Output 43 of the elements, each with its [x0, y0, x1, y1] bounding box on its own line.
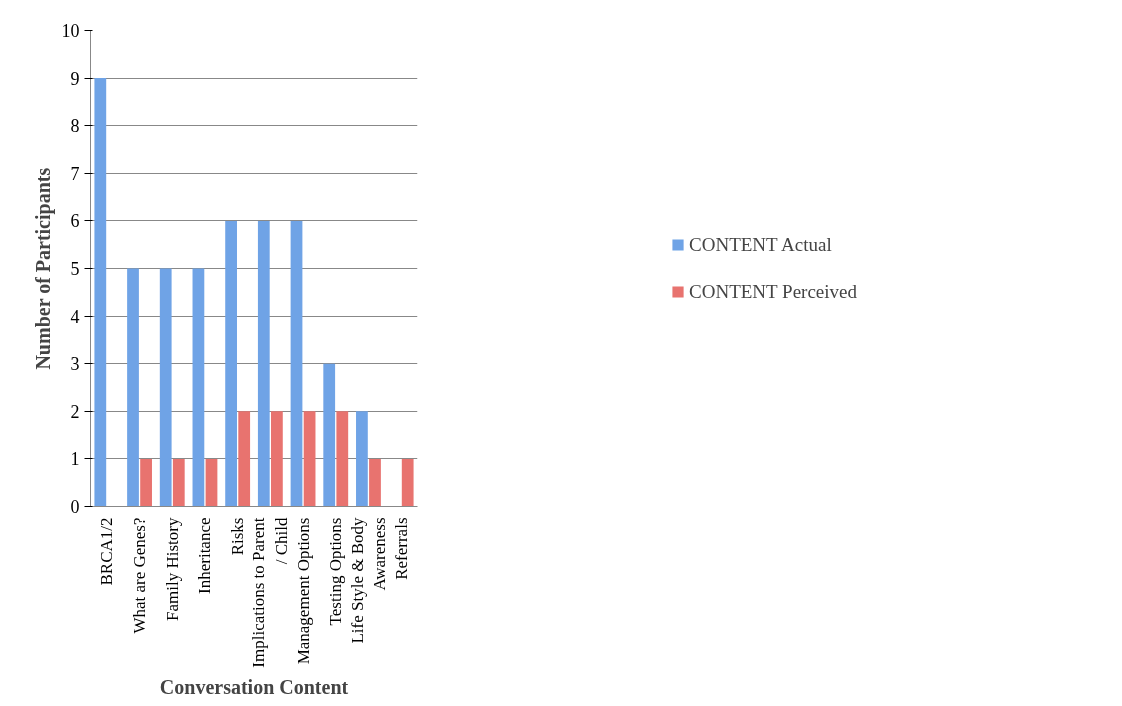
x-tick-label: Family History [162, 517, 182, 621]
y-tick-label: 6 [70, 211, 80, 232]
legend-label: CONTENT Perceived [689, 280, 857, 303]
bar [192, 268, 205, 507]
bar [323, 363, 336, 507]
y-tick-label: 0 [70, 497, 80, 517]
bar [401, 458, 414, 507]
bar [172, 458, 185, 507]
bar [369, 458, 381, 507]
x-tick-label: BRCA1/2 [97, 517, 117, 586]
bar [140, 458, 152, 507]
x-tick-label: Life Style & Body Awareness [347, 517, 390, 644]
y-tick-label: 10 [61, 21, 80, 41]
y-tick-label: 8 [70, 116, 80, 137]
x-axis-title: Conversation Content [159, 675, 349, 698]
bar [303, 411, 316, 507]
bar [271, 411, 283, 507]
x-tick-label: Inheritance [195, 517, 215, 594]
y-tick-label: 5 [70, 259, 80, 279]
bar [356, 411, 368, 507]
bar [257, 220, 270, 507]
x-tick-label: What are Genes? [130, 517, 150, 634]
legend-label: CONTENT Actual [689, 233, 832, 256]
y-tick-label: 4 [70, 306, 80, 327]
x-tick-label: Management Options [293, 517, 313, 665]
bar [225, 220, 237, 507]
y-tick-label: 7 [70, 163, 80, 184]
bar [336, 411, 349, 507]
x-tick-label: Testing Options [326, 517, 346, 626]
x-tick-label: Referrals [391, 517, 411, 580]
bar [238, 411, 251, 507]
x-tick-label: Risks [228, 517, 248, 556]
y-tick-label: 1 [70, 449, 80, 470]
y-axis-title: Number of Participants [31, 167, 55, 370]
bar [94, 78, 107, 507]
y-tick-label: 2 [70, 401, 80, 422]
bar [205, 458, 218, 507]
x-tick-label: Implications to Parent / Child [249, 517, 292, 668]
bar [127, 268, 139, 507]
y-tick-label: 9 [70, 68, 80, 89]
y-tick-label: 3 [70, 354, 80, 375]
bar [290, 220, 303, 507]
bar [159, 268, 172, 507]
